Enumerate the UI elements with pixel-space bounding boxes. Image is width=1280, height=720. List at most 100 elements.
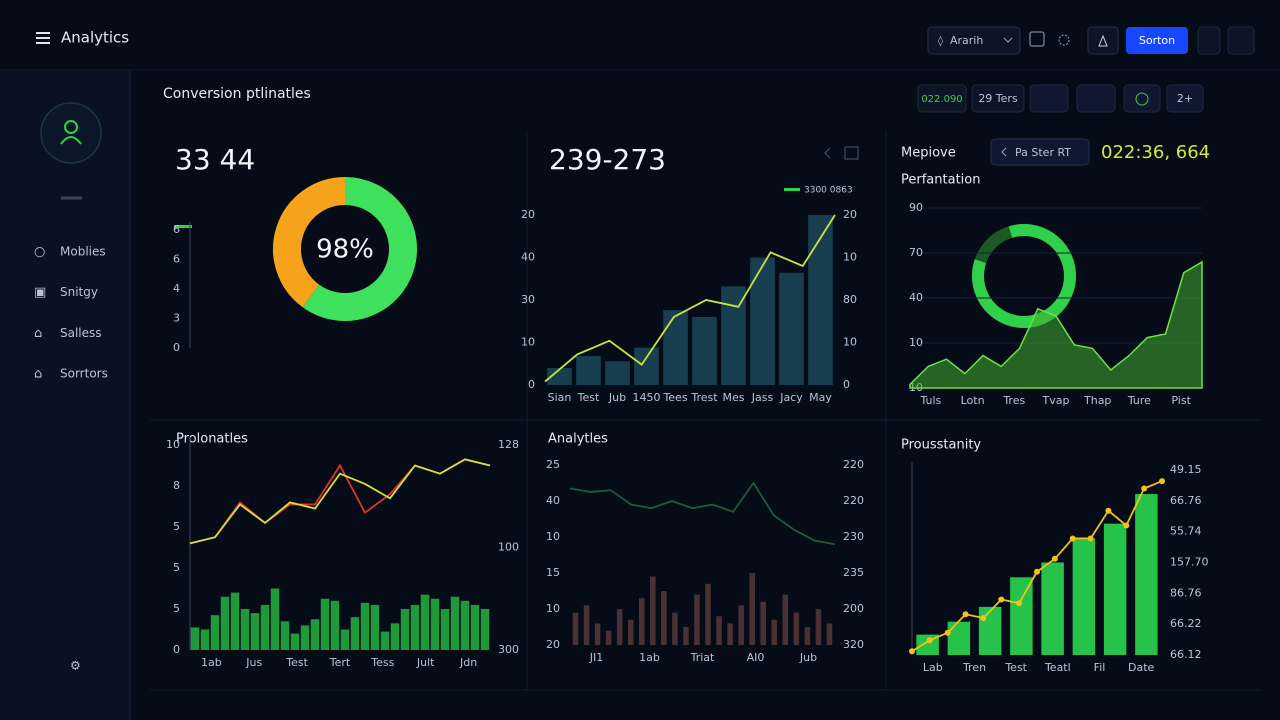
panel-dividers <box>150 130 1260 691</box>
tick-label: 66.76 <box>1170 494 1202 507</box>
icon-chip[interactable] <box>1076 84 1116 113</box>
x-tick-label: Tees <box>662 391 687 404</box>
x-tick-label: Ture <box>1127 394 1151 407</box>
tick-label: 49.15 <box>1170 463 1202 476</box>
tick-label: 10 <box>546 602 560 615</box>
line <box>544 214 836 383</box>
user-button[interactable] <box>1087 26 1119 55</box>
tick-label: 5 <box>173 561 180 574</box>
bar <box>815 609 822 645</box>
bar <box>738 605 744 645</box>
bar <box>771 619 778 645</box>
prev-button[interactable] <box>824 147 831 159</box>
chip[interactable] <box>971 84 1025 113</box>
tick-label: 100 <box>498 541 519 554</box>
bar <box>270 588 280 650</box>
bar <box>808 215 833 385</box>
panel-title: Prousstanity <box>901 438 981 453</box>
bar <box>616 609 623 645</box>
x-tick-label: Jdn <box>459 656 477 669</box>
tick-label: 40 <box>546 494 560 507</box>
x-tick-label: Pist <box>1171 394 1191 407</box>
nav-icon: ▣ <box>34 285 46 300</box>
menu-icon[interactable] <box>36 32 50 44</box>
tick-label: 157.70 <box>1170 556 1209 569</box>
bar <box>410 604 420 650</box>
nav-item[interactable]: Sorrtors <box>60 367 108 381</box>
bar <box>1072 538 1096 655</box>
tick-label: 55.74 <box>1170 525 1202 538</box>
legend-swatch <box>784 188 800 191</box>
bar <box>793 612 800 645</box>
donut-segment <box>273 177 346 308</box>
x-tick-label: JI1 <box>589 651 604 664</box>
nav-item[interactable]: Moblies <box>60 245 106 259</box>
nav-item[interactable]: Salless <box>60 326 102 340</box>
tick-label: 40 <box>909 291 923 304</box>
icon-chip[interactable] <box>1123 84 1161 113</box>
x-tick-label: Tren <box>962 661 986 674</box>
line <box>189 458 491 545</box>
bar <box>605 361 630 385</box>
bar <box>750 257 775 385</box>
line <box>569 481 836 546</box>
bar <box>360 602 370 650</box>
dropdown[interactable] <box>1227 26 1255 55</box>
tick-label: 128 <box>498 438 519 451</box>
chevron <box>1003 37 1013 43</box>
bar <box>826 623 833 645</box>
dropdown[interactable] <box>1197 26 1221 55</box>
icon-button[interactable] <box>1029 31 1045 47</box>
bar <box>260 604 270 650</box>
nav-item[interactable]: Snitgy <box>60 285 98 299</box>
line-point <box>1069 535 1076 542</box>
bar <box>661 591 667 645</box>
tick-label: 0 <box>173 341 180 354</box>
bar <box>390 623 400 650</box>
kpi-value: 022:36, 664 <box>1101 142 1210 163</box>
tick-label: 70 <box>909 246 923 259</box>
chip-text: 29 Ters <box>978 92 1018 105</box>
chip[interactable] <box>917 84 967 113</box>
section-title: Conversion ptlinatles <box>163 86 311 102</box>
x-tick-label: Tres <box>1002 394 1025 407</box>
bar <box>627 619 634 645</box>
bar <box>727 623 733 645</box>
icon-chip[interactable] <box>1029 84 1069 113</box>
tick-label: 15 <box>546 566 560 579</box>
tick-label: 220 <box>843 458 864 471</box>
tick-label: 86.76 <box>1170 586 1202 599</box>
bar <box>782 594 789 645</box>
x-tick-label: Jub <box>799 651 817 664</box>
bar <box>230 592 240 650</box>
bar <box>330 600 340 650</box>
bar <box>583 605 590 645</box>
bar <box>978 606 1002 655</box>
tick-label: 220 <box>843 494 864 507</box>
line-point <box>944 629 951 636</box>
menu-button[interactable] <box>844 146 859 160</box>
settings-icon[interactable] <box>1058 34 1070 46</box>
x-tick-label: Mes <box>723 391 745 404</box>
bar <box>749 573 755 645</box>
search-box[interactable] <box>927 26 1021 55</box>
footer-icon[interactable]: ⚙ <box>70 659 81 673</box>
tick-label: 20 <box>521 208 535 221</box>
primary-button[interactable] <box>1126 27 1188 54</box>
tick-label: 4 <box>173 282 180 295</box>
bar <box>547 368 572 385</box>
tick-label: 0 <box>528 378 535 391</box>
avatar-icon <box>60 136 82 145</box>
user-icon <box>1098 34 1108 47</box>
bar <box>760 601 766 645</box>
line-point <box>1034 568 1040 575</box>
x-tick-label: Tess <box>370 656 394 669</box>
tick-label: 25 <box>546 458 560 471</box>
bar <box>1135 494 1158 655</box>
pin-icon: ◊ <box>938 35 943 47</box>
panel-button[interactable] <box>990 138 1090 166</box>
chip[interactable] <box>1166 84 1204 113</box>
tick-label: 5 <box>173 520 180 533</box>
donut-segment <box>302 177 417 321</box>
